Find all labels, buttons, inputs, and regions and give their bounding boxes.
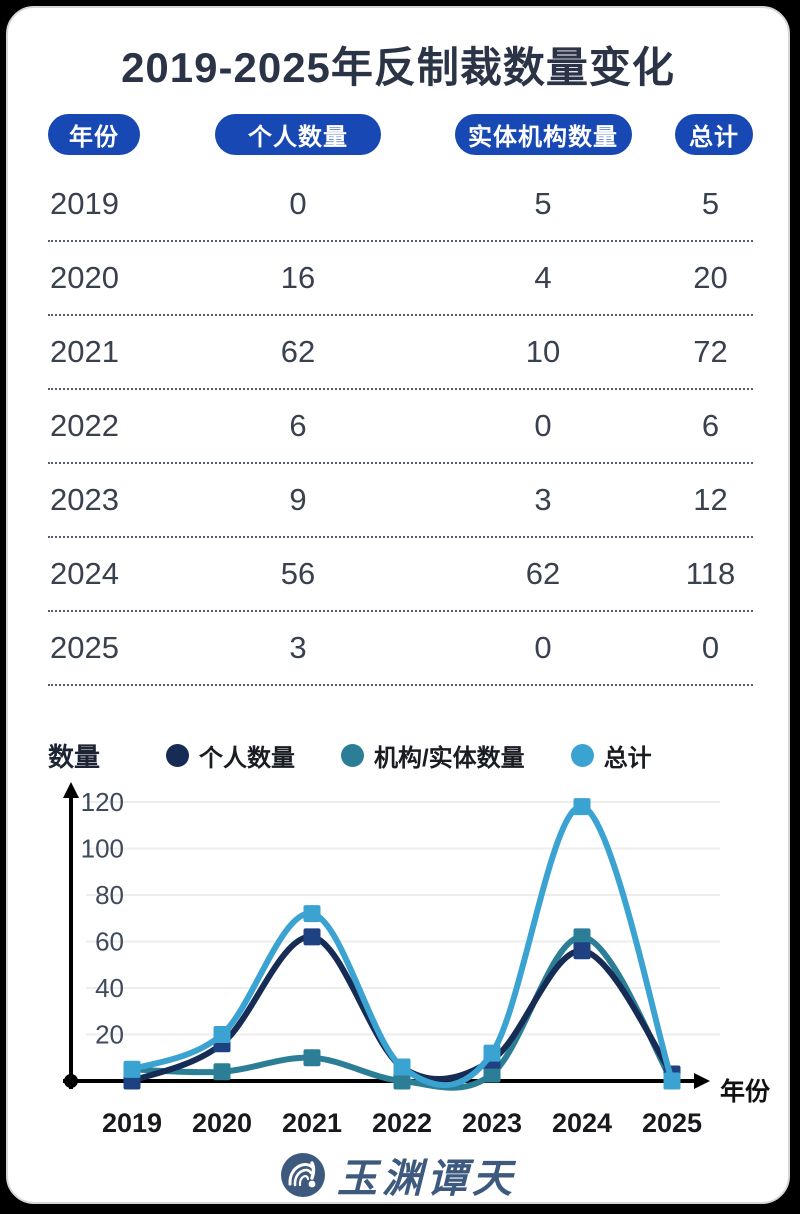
y-tick-label: 20	[95, 1020, 124, 1050]
brand-logo-icon	[281, 1153, 325, 1197]
y-tick-label: 120	[81, 787, 124, 817]
sanctions-table: 年份 个人数量 实体机构数量 总计 2019 0 5 5 2020 16 4 20 2021 62…	[8, 108, 788, 686]
chart-legend: 数量 个人数量 机构/实体数量 总计	[48, 738, 788, 773]
y-tick-label: 80	[95, 880, 124, 910]
legend-dot-individuals-icon	[166, 743, 190, 767]
series-marker	[483, 1065, 501, 1083]
legend-dot-total-icon	[570, 743, 594, 767]
y-tick-label: 40	[95, 973, 124, 1003]
table-row: 2024 56 62 118	[48, 538, 753, 612]
row-value: 0	[534, 630, 552, 665]
row-value: 10	[525, 334, 561, 369]
row-value: 4	[534, 260, 552, 295]
legend-item-individuals: 个人数量	[166, 738, 295, 773]
row-value: 0	[701, 630, 720, 665]
row-value: 16	[280, 260, 316, 295]
legend-label-individuals: 个人数量	[199, 744, 296, 772]
legend-dot-entities-icon	[341, 743, 365, 767]
legend-item-total: 总计	[570, 738, 652, 773]
x-axis-title: 年份	[720, 1077, 770, 1106]
row-value: 62	[280, 334, 316, 369]
x-tick-label: 2020	[192, 1108, 252, 1138]
series-line	[129, 803, 675, 1089]
table-row: 2022 6 0 6	[48, 390, 753, 464]
row-value: 3	[534, 482, 552, 517]
row-value: 6	[289, 408, 307, 443]
row-value: 3	[289, 630, 307, 665]
row-year: 2025	[50, 630, 119, 665]
header-pill-entities: 实体机构数量	[454, 113, 632, 155]
series-marker	[213, 1026, 231, 1043]
series-marker	[393, 1058, 411, 1076]
series-marker	[393, 1072, 411, 1090]
x-tick-label: 2025	[642, 1108, 702, 1138]
row-value: 9	[289, 482, 307, 517]
row-value: 0	[534, 408, 552, 443]
series-marker	[213, 1063, 231, 1081]
legend-item-entities: 机构/实体数量	[341, 738, 525, 773]
series-marker	[573, 928, 591, 946]
series-marker	[303, 905, 321, 923]
series-marker	[303, 1049, 321, 1067]
row-value: 6	[701, 408, 720, 443]
series-marker	[123, 1060, 141, 1078]
infographic-card: 2019-2025年反制裁数量变化 年份 个人数量 实体机构数量 总计 2019…	[6, 6, 790, 1204]
row-value: 0	[289, 186, 307, 221]
table-row: 2021 62 10 72	[48, 316, 753, 390]
table-row: 2020 16 4 20	[48, 242, 753, 316]
y-tick-label: 100	[81, 834, 124, 864]
y-axis-title: 数量	[48, 741, 101, 772]
origin-dot	[64, 1074, 78, 1088]
series-marker	[663, 1072, 681, 1090]
row-year: 2020	[50, 260, 119, 295]
row-year: 2023	[50, 482, 119, 517]
row-value: 62	[525, 556, 561, 591]
header-pill-total: 总计	[675, 113, 753, 155]
footer-brand: 玉渊谭天	[8, 1146, 788, 1202]
row-value: 72	[693, 334, 728, 369]
row-year: 2019	[50, 186, 119, 221]
x-tick-label: 2019	[102, 1108, 162, 1138]
row-year: 2021	[50, 334, 119, 369]
series-marker	[303, 928, 321, 946]
series-marker	[573, 942, 591, 960]
line-chart-section: 数量 个人数量 机构/实体数量 总计 20 40 60 80 100 120 2019 202…	[8, 708, 788, 1148]
row-value: 20	[693, 260, 728, 295]
x-tick-label: 2024	[552, 1108, 612, 1138]
x-tick-label: 2021	[282, 1108, 342, 1138]
table-row: 2023 9 3 12	[48, 464, 753, 538]
y-tick-label: 60	[95, 927, 124, 957]
y-axis-arrow-icon	[63, 782, 79, 798]
line-chart-canvas: 20 40 60 80 100 120 2019 2020 2021 2022 2023 2024 20…	[63, 782, 770, 1138]
row-value: 118	[685, 556, 736, 591]
table-header-row: 年份 个人数量 实体机构数量 总计	[48, 108, 753, 160]
header-pill-individuals: 个人数量	[215, 113, 381, 155]
series-marker	[573, 798, 591, 816]
table-body: 2019 0 5 5 2020 16 4 20 2021 62 10 72 2022 6 0 6 2023 9 3 1…	[48, 168, 753, 686]
page-title: 2019-2025年反制裁数量变化	[121, 44, 675, 91]
row-year: 2022	[50, 408, 119, 443]
table-row: 2019 0 5 5	[48, 168, 753, 242]
x-tick-label: 2022	[372, 1108, 432, 1138]
row-year: 2024	[50, 556, 119, 591]
row-value: 56	[280, 556, 316, 591]
brand-logo-text: 玉渊谭天	[337, 1156, 517, 1201]
table-row: 2025 3 0 0	[48, 612, 753, 686]
legend-label-entities: 机构/实体数量	[374, 744, 525, 772]
row-value: 5	[701, 186, 720, 221]
series-marker	[483, 1044, 501, 1062]
x-tick-label: 2023	[462, 1108, 522, 1138]
row-value: 5	[534, 186, 552, 221]
legend-label-total: 总计	[603, 744, 652, 772]
x-axis-arrow-icon	[694, 1073, 710, 1089]
header-pill-year: 年份	[48, 113, 140, 155]
row-value: 12	[693, 482, 728, 517]
